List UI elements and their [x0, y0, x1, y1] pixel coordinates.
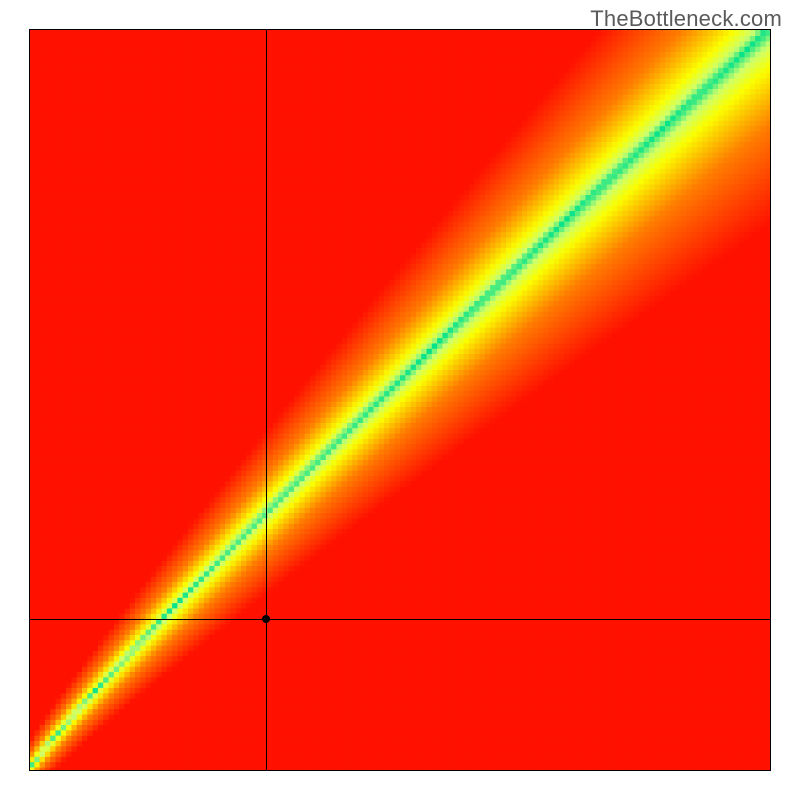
watermark-text: TheBottleneck.com	[590, 6, 782, 32]
heatmap-canvas	[29, 29, 771, 771]
heatmap-container	[29, 29, 771, 771]
